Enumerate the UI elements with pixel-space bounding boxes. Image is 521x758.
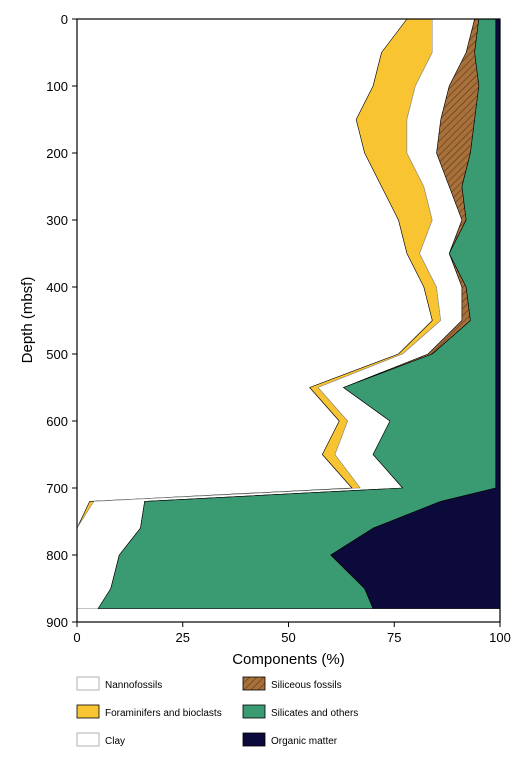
legend-label-5: Organic matter — [271, 736, 338, 747]
legend-swatch-3 — [242, 676, 266, 691]
x-axis-title: Components (%) — [232, 651, 345, 668]
legend-label-4: Silicates and others — [271, 708, 358, 719]
y-tick-label-2: 200 — [46, 146, 68, 161]
legend-swatch-4 — [242, 704, 266, 719]
y-tick-label-5: 500 — [46, 347, 68, 362]
y-tick-label-1: 100 — [46, 79, 68, 94]
legend-swatch-1 — [76, 704, 100, 719]
legend: Nannofossils Foraminifers and bioclasts Cl… — [76, 676, 358, 747]
x-axis: 0 25 50 75 100 — [73, 622, 511, 645]
y-tick-label-0: 0 — [61, 12, 68, 27]
x-tick-label-0: 0 — [73, 630, 80, 645]
x-tick-label-2: 50 — [281, 630, 295, 645]
y-axis: 0 100 200 300 400 500 600 700 800 900 — [46, 12, 77, 630]
legend-label-0: Nannofossils — [105, 680, 162, 691]
y-tick-label-6: 600 — [46, 414, 68, 429]
legend-label-3: Siliceous fossils — [271, 680, 342, 691]
y-tick-label-9: 900 — [46, 615, 68, 630]
y-tick-label-7: 700 — [46, 481, 68, 496]
y-tick-label-8: 800 — [46, 548, 68, 563]
legend-label-1: Foraminifers and bioclasts — [105, 708, 222, 719]
area-layer — [76, 18, 501, 609]
legend-swatch-2 — [76, 732, 100, 747]
y-tick-label-4: 400 — [46, 280, 68, 295]
y-tick-label-3: 300 — [46, 213, 68, 228]
x-tick-label-3: 75 — [387, 630, 401, 645]
legend-swatch-5 — [242, 732, 266, 747]
legend-swatch-0 — [76, 676, 100, 691]
legend-label-2: Clay — [105, 736, 125, 747]
x-tick-label-1: 25 — [176, 630, 190, 645]
x-tick-label-4: 100 — [489, 630, 511, 645]
y-axis-title: Depth (mbsf) — [19, 277, 36, 364]
